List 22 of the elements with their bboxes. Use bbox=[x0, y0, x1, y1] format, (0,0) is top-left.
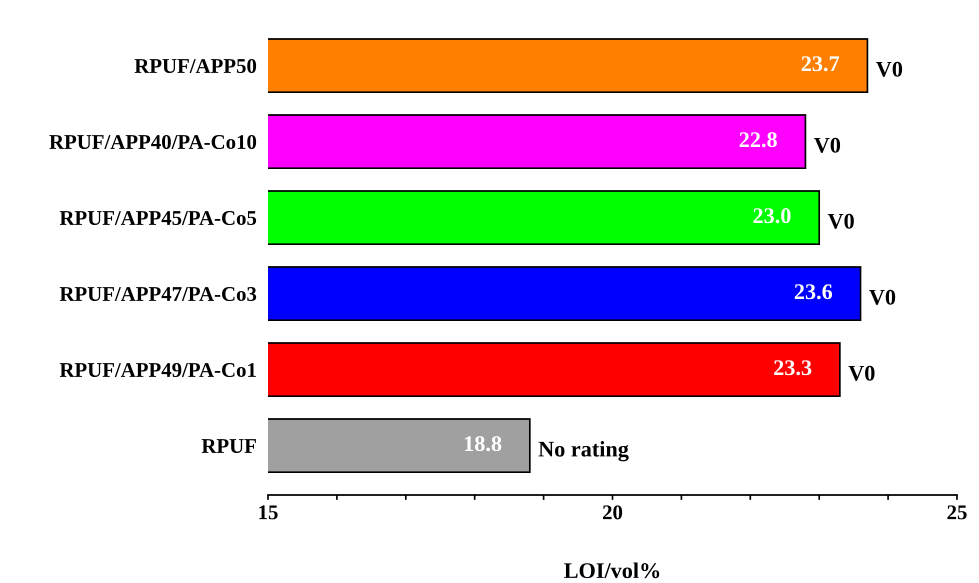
data-label: 23.0 bbox=[753, 208, 791, 224]
annotation: V0 bbox=[876, 62, 902, 77]
x-tick-label: 15 bbox=[259, 505, 278, 520]
x-tick-label: 20 bbox=[602, 505, 622, 520]
annotation: V0 bbox=[869, 290, 896, 305]
x-tick-label: 25 bbox=[947, 505, 967, 520]
data-label: 23.6 bbox=[794, 284, 832, 300]
y-tick-label: RPUF/APP47/PA-Co3 bbox=[60, 287, 256, 302]
y-tick-label: RPUF/APP49/PA-Co1 bbox=[60, 363, 256, 378]
annotation: V0 bbox=[814, 138, 840, 153]
data-label: 23.7 bbox=[802, 56, 840, 72]
data-label: 23.3 bbox=[774, 360, 812, 376]
y-tick-label: RPUF/APP50 bbox=[134, 58, 256, 74]
annotation: V0 bbox=[848, 366, 875, 381]
annotation: V0 bbox=[828, 214, 854, 229]
y-tick-label: RPUF bbox=[202, 439, 256, 454]
y-tick-label: RPUF/APP45/PA-Co5 bbox=[60, 211, 256, 226]
y-tick-label: RPUF/APP40/PA-Co10 bbox=[49, 134, 256, 150]
x-axis-title: LOI/vol% bbox=[564, 562, 660, 578]
annotation: No rating bbox=[538, 440, 629, 462]
data-label: 22.8 bbox=[740, 132, 777, 148]
data-label: 18.8 bbox=[464, 436, 502, 452]
